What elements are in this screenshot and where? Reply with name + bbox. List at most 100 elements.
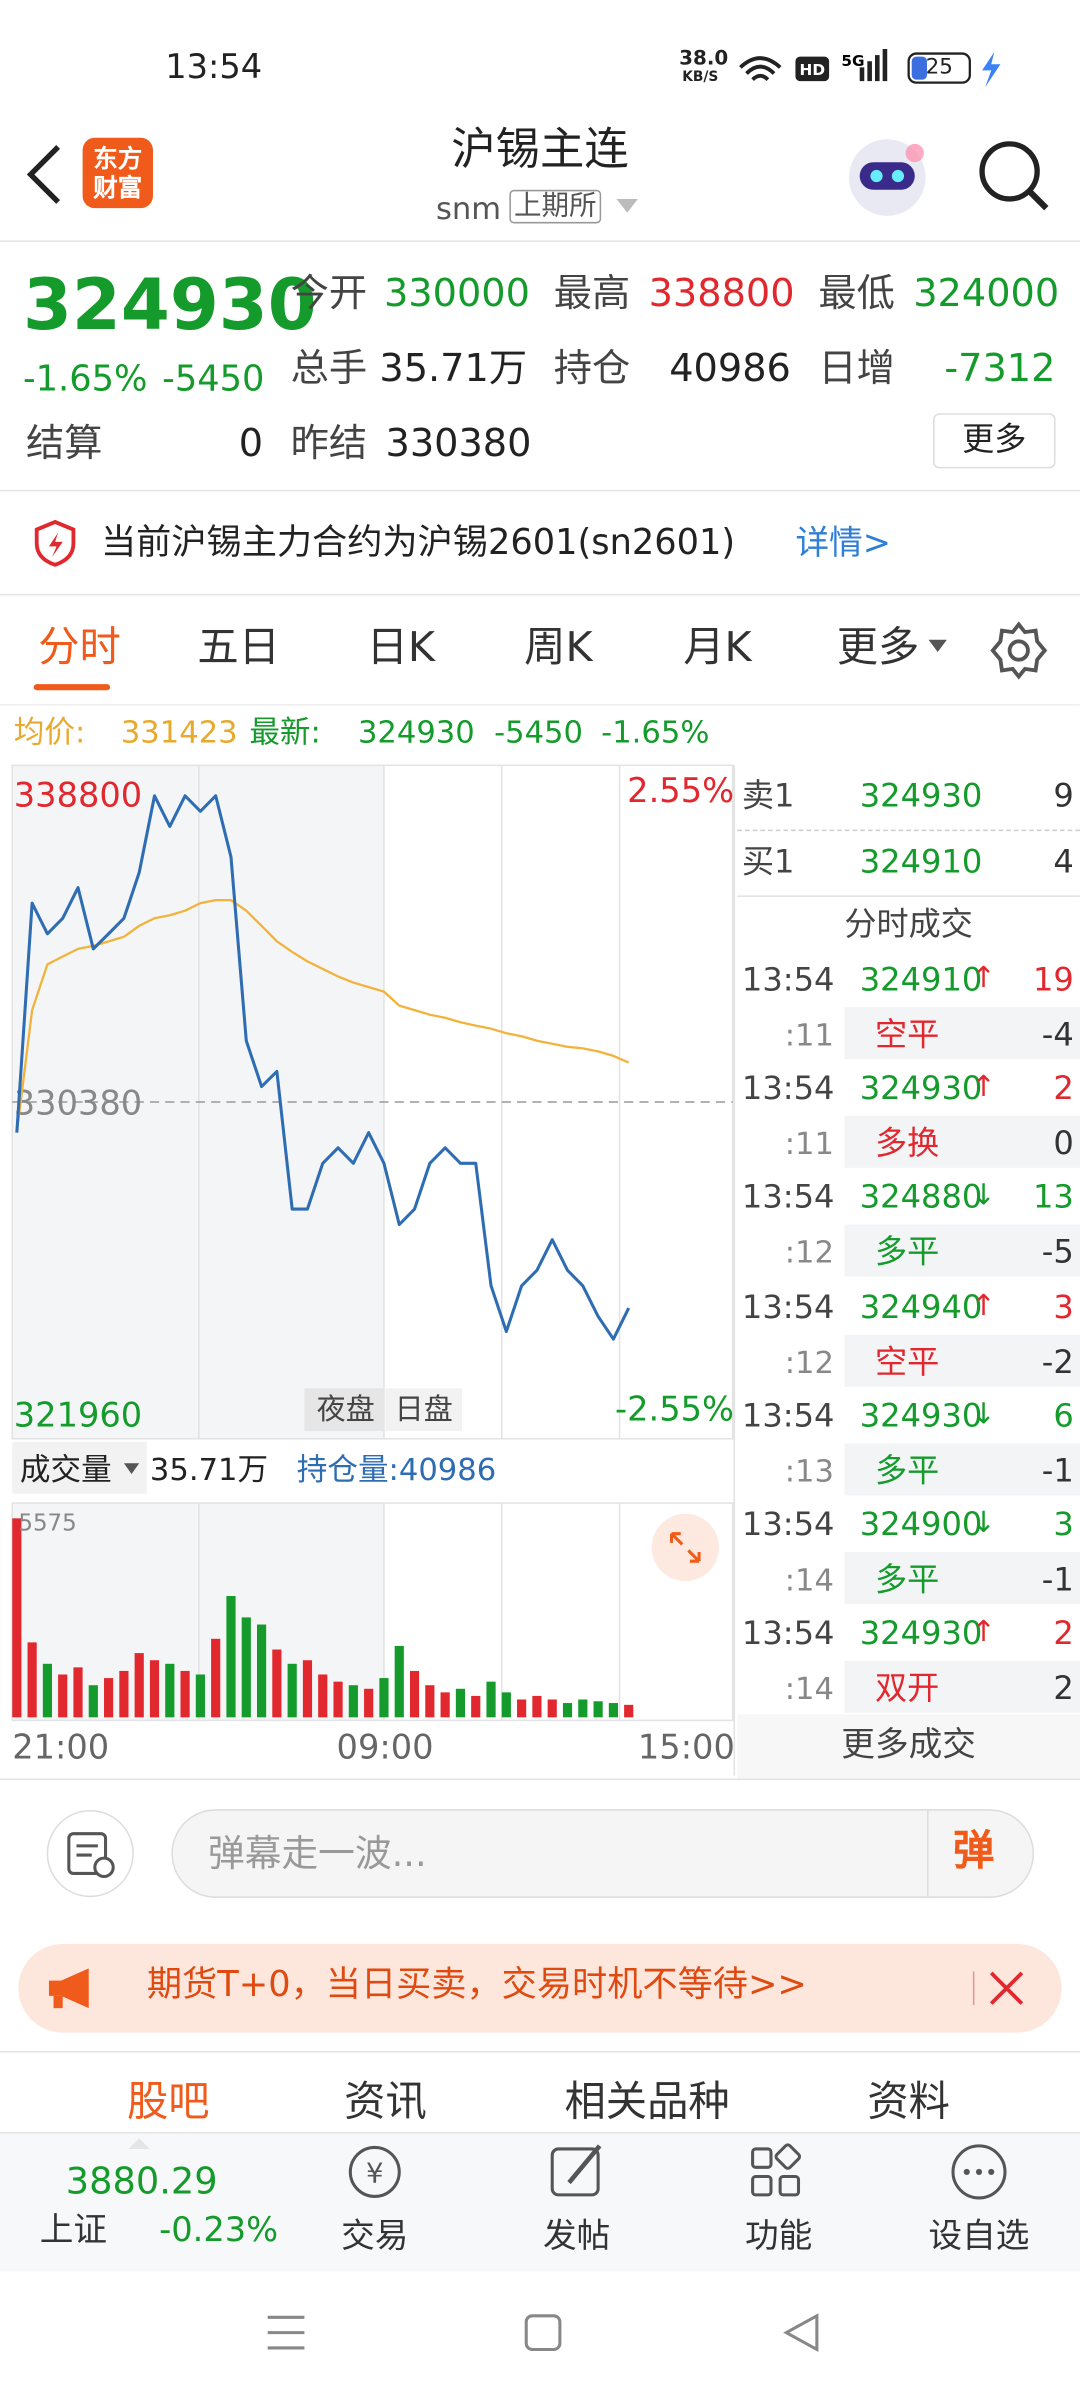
- app-logo[interactable]: [82, 137, 153, 209]
- trade-arrow: ↓: [971, 1397, 996, 1431]
- trade-subtime: :12: [784, 1234, 834, 1271]
- settings-button[interactable]: [988, 620, 1049, 681]
- exchange-badge[interactable]: 上期所: [509, 189, 602, 224]
- back-button[interactable]: [21, 141, 67, 208]
- bottom-tab[interactable]: 股吧: [126, 2078, 210, 2127]
- trade-time: 13:54: [741, 1070, 835, 1107]
- trade-type-bg: [844, 1552, 1080, 1605]
- session-label: 夜盘: [316, 1392, 375, 1427]
- search-button[interactable]: [973, 135, 1053, 215]
- index-change: -0.23%: [159, 2211, 279, 2250]
- volume-bar: [165, 1663, 175, 1718]
- field-label: 总手: [290, 345, 368, 391]
- volume-bar: [256, 1624, 267, 1718]
- book-divider: [737, 829, 1080, 832]
- page-title: 沪锡主连: [451, 122, 629, 175]
- chart-tab[interactable]: 月K: [683, 624, 752, 672]
- trade-subtime: :12: [784, 1343, 834, 1380]
- nav-item[interactable]: 功能: [744, 2217, 813, 2257]
- chart-tab[interactable]: 分时: [38, 624, 121, 672]
- nav-item[interactable]: 交易: [341, 2217, 409, 2257]
- nav-item[interactable]: 发帖: [543, 2217, 611, 2257]
- volume-bar: [348, 1685, 358, 1718]
- volume-bar: [394, 1645, 404, 1718]
- volume-bar: [287, 1663, 297, 1718]
- volume-bar: [104, 1678, 114, 1718]
- volume-bar: [501, 1692, 511, 1718]
- trade-type: 空平: [874, 1343, 940, 1380]
- expand-button[interactable]: [651, 1513, 719, 1582]
- tab-pointer: [128, 2138, 150, 2149]
- field-value: 40986: [669, 345, 791, 391]
- volume-bar: [27, 1642, 37, 1718]
- field-label: 最高: [553, 270, 631, 316]
- volume-bar: [562, 1703, 573, 1718]
- field-value: 330380: [385, 420, 532, 466]
- trade-price: 324900: [859, 1506, 983, 1543]
- nav-icons: ¥: [348, 2143, 1007, 2200]
- trade-time: 13:54: [741, 961, 835, 998]
- status-icons: HD 5G: [739, 48, 1001, 88]
- status-time: 13:54: [165, 48, 263, 88]
- bottom-tab[interactable]: 资讯: [344, 2078, 427, 2127]
- chart-tab[interactable]: 日K: [366, 624, 435, 672]
- average-line: [15, 898, 630, 1133]
- trade-type: 多平: [874, 1561, 940, 1598]
- trade-subtime: :14: [784, 1561, 834, 1598]
- volume-bar: [608, 1703, 618, 1718]
- close-banner[interactable]: [988, 1970, 1025, 2007]
- notice-icon: [34, 519, 76, 567]
- trade-type-bg: [844, 1116, 1080, 1169]
- divider: [0, 593, 1080, 596]
- trade-time: 13:54: [741, 1615, 835, 1652]
- trade-price: 324930: [859, 1397, 983, 1434]
- volume-max: 5575: [18, 1509, 77, 1537]
- trade-type: 空平: [874, 1016, 940, 1054]
- volume-bar: [134, 1653, 144, 1718]
- volume-bar: [42, 1663, 53, 1718]
- notice-link[interactable]: 详情>: [795, 524, 891, 564]
- chart-tab[interactable]: 五日: [197, 624, 280, 672]
- divider: [0, 240, 1080, 242]
- more-trades-button[interactable]: [737, 1714, 1080, 1779]
- avg-label: 均价:: [13, 713, 86, 750]
- trades-title: 分时成交: [844, 906, 973, 943]
- trade-subtime: :13: [784, 1452, 834, 1489]
- promo-banner[interactable]: [18, 1943, 1062, 2033]
- trade-type: 多平: [874, 1452, 940, 1489]
- trade-volume: 19: [1032, 961, 1074, 998]
- bottom-tab[interactable]: 资料: [867, 2078, 950, 2127]
- more-button[interactable]: [933, 413, 1056, 469]
- volume-selector[interactable]: [12, 1441, 147, 1494]
- index-name: 上证: [39, 2211, 108, 2250]
- field-label: 结算: [26, 420, 103, 466]
- volume-bar: [364, 1688, 374, 1718]
- divider: [0, 1778, 1080, 1781]
- book-side: 卖1: [741, 777, 795, 815]
- trade-volume: 2: [1053, 1070, 1074, 1107]
- danmaku-button[interactable]: 弹: [953, 1827, 995, 1875]
- comment-list-button[interactable]: [46, 1809, 135, 1898]
- volume-bar: [302, 1660, 313, 1718]
- comment-input[interactable]: [171, 1809, 1035, 1898]
- volume-bar: [379, 1678, 389, 1718]
- volume-bar: [471, 1695, 481, 1718]
- volume-bar: [73, 1667, 83, 1718]
- session-label: 日盘: [394, 1392, 453, 1427]
- net-unit: KB/S: [682, 70, 719, 86]
- trade-volume: 2: [1053, 1615, 1074, 1652]
- latest-label: 最新:: [249, 713, 321, 750]
- chart-tab[interactable]: 周K: [524, 624, 593, 672]
- more-trades-label: 更多成交: [841, 1726, 976, 1765]
- bottom-tab[interactable]: 相关品种: [564, 2078, 730, 2127]
- field-value: -7312: [944, 345, 1056, 391]
- svg-text:5G: 5G: [841, 52, 864, 70]
- dropdown-arrow: [616, 198, 638, 213]
- chart-tab[interactable]: 更多: [836, 624, 920, 672]
- nav-item[interactable]: 设自选: [928, 2217, 1030, 2257]
- assistant-avatar[interactable]: [841, 132, 933, 224]
- trade-type: 多换: [874, 1125, 940, 1163]
- trade-price: 324930: [859, 1070, 983, 1107]
- field-label: 持仓: [553, 345, 631, 391]
- volume-bar: [149, 1660, 160, 1718]
